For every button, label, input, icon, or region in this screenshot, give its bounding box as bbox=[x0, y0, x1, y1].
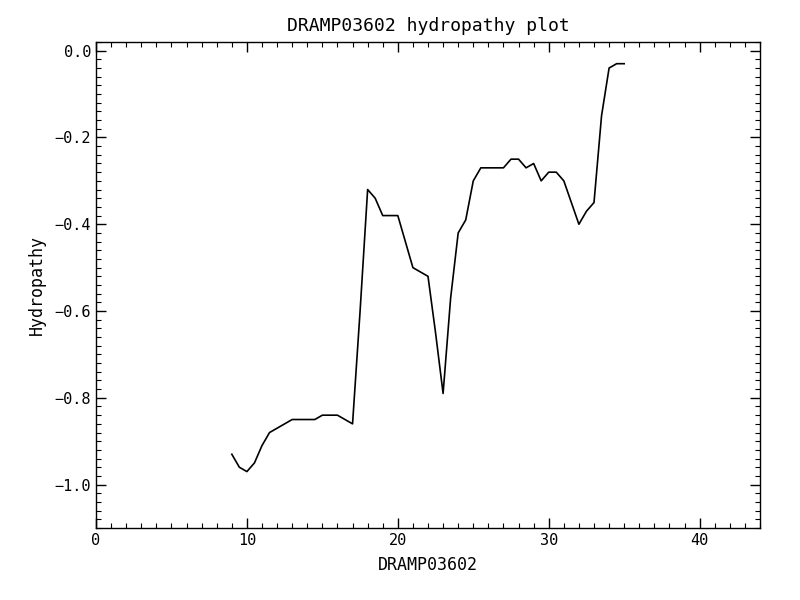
Y-axis label: Hydropathy: Hydropathy bbox=[28, 235, 46, 335]
X-axis label: DRAMP03602: DRAMP03602 bbox=[378, 556, 478, 574]
Title: DRAMP03602 hydropathy plot: DRAMP03602 hydropathy plot bbox=[286, 17, 570, 35]
